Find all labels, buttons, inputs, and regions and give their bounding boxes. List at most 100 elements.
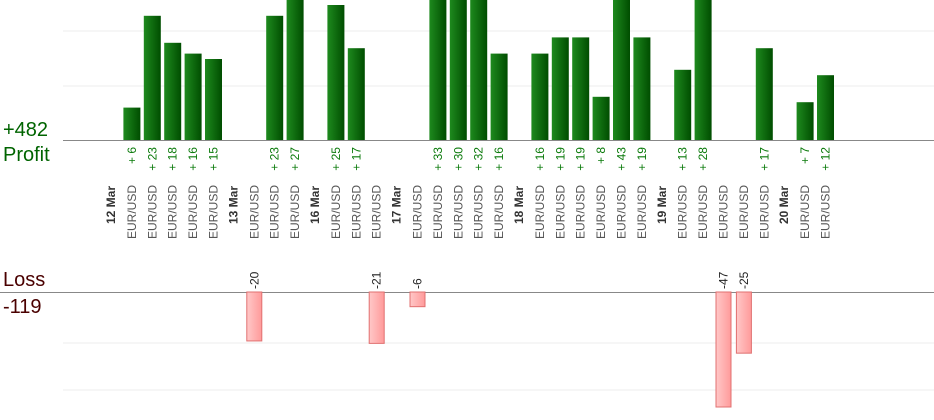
profit-bar <box>633 37 651 140</box>
loss-value-label: -21 <box>370 271 384 289</box>
profit-value-label: + 15 <box>207 147 221 171</box>
profit-value-label: + 43 <box>615 147 629 171</box>
loss-label: Loss <box>3 269 46 291</box>
pair-label: EUR/USD <box>553 185 567 239</box>
pair-label: EUR/USD <box>492 185 506 239</box>
profit-bar <box>796 102 814 140</box>
loss-value-label: -20 <box>247 271 261 289</box>
profit-bar <box>347 48 365 141</box>
pair-label: EUR/USD <box>717 185 731 239</box>
profit-bar <box>531 53 549 140</box>
date-label: 12 Mar <box>104 186 118 224</box>
pair-label: EUR/USD <box>166 185 180 239</box>
loss-bar <box>715 291 732 408</box>
profit-value-label: + 16 <box>186 147 200 171</box>
pair-label: EUR/USD <box>431 185 445 239</box>
loss-bar <box>246 291 263 342</box>
profit-bar <box>551 37 569 140</box>
profit-bar <box>817 75 834 140</box>
pair-label: EUR/USD <box>615 185 629 239</box>
profit-bar <box>572 37 590 140</box>
pair-label: EUR/USD <box>798 185 812 239</box>
profit-value-label: + 17 <box>349 147 363 171</box>
profit-value-label: + 8 <box>594 147 608 164</box>
pair-label: EUR/USD <box>574 185 588 239</box>
profit-value-label: + 30 <box>451 147 465 171</box>
pair-label: EUR/USD <box>594 185 608 239</box>
profit-bar <box>123 107 141 140</box>
pair-label: EUR/USD <box>349 185 363 239</box>
profit-bar <box>755 48 773 141</box>
pair-label: EUR/USD <box>635 185 649 239</box>
pair-label: EUR/USD <box>247 185 261 239</box>
profit-bar <box>490 53 508 140</box>
pair-label: EUR/USD <box>451 185 465 239</box>
profit-value-label: + 32 <box>472 147 486 171</box>
profit-value-label: + 23 <box>268 147 282 171</box>
pair-label: EUR/USD <box>696 185 710 239</box>
pair-label: EUR/USD <box>268 185 282 239</box>
profit-value-label: + 6 <box>125 147 139 164</box>
pair-label: EUR/USD <box>472 185 486 239</box>
pair-label: EUR/USD <box>207 185 221 239</box>
gridlines <box>0 30 934 391</box>
loss-bar <box>368 291 385 344</box>
loss-bar <box>409 291 426 308</box>
profit-value-label: + 16 <box>533 147 547 171</box>
pair-label: EUR/USD <box>676 185 690 239</box>
pair-label: EUR/USD <box>125 185 139 239</box>
profit-bar <box>449 0 467 140</box>
date-label: 16 Mar <box>308 186 322 224</box>
date-label: 20 Mar <box>777 186 791 224</box>
profit-value-label: + 7 <box>798 147 812 164</box>
profit-value-label: + 28 <box>696 147 710 171</box>
profit-value-label: + 18 <box>166 147 180 171</box>
profit-value-label: + 23 <box>145 147 159 171</box>
pair-label: EUR/USD <box>186 185 200 239</box>
profit-bar <box>266 15 284 140</box>
profit-bar <box>143 15 161 140</box>
profit-value-label: + 19 <box>553 147 567 171</box>
pair-label: EUR/USD <box>288 185 302 239</box>
loss-bar <box>735 291 752 354</box>
profit-label: Profit <box>3 144 50 166</box>
profit-bar <box>205 59 222 140</box>
date-label: 19 Mar <box>655 186 669 224</box>
profit-value-label: + 33 <box>431 147 445 171</box>
loss-value-label: -25 <box>737 271 751 289</box>
profit-value-label: + 19 <box>635 147 649 171</box>
profit-bar <box>592 96 610 140</box>
labels: 12 Mar + 6 EUR/USD + 23 EUR/USD + 18 EUR/USD + … <box>104 147 833 289</box>
profit-bar <box>286 0 304 140</box>
profit-value-label: + 25 <box>329 147 343 171</box>
pair-label: EUR/USD <box>819 185 833 239</box>
pair-label: EUR/USD <box>370 185 384 239</box>
profit-bar <box>429 0 447 140</box>
profit-bar <box>164 42 182 140</box>
date-label: 17 Mar <box>390 186 404 224</box>
profit-value-label: + 16 <box>492 147 506 171</box>
date-label: 18 Mar <box>512 186 526 224</box>
pair-label: EUR/USD <box>757 185 771 239</box>
profit-bar <box>184 53 202 140</box>
loss-value-label: -6 <box>411 278 425 289</box>
bars <box>123 0 834 408</box>
loss-value-label: -47 <box>717 271 731 289</box>
profit-value-label: + 17 <box>757 147 771 171</box>
loss-total-value: -119 <box>3 296 42 318</box>
pair-label: EUR/USD <box>145 185 159 239</box>
pair-label: EUR/USD <box>411 185 425 239</box>
profit-value-label: + 12 <box>819 147 833 171</box>
date-label: 13 Mar <box>226 186 240 224</box>
profit-bar <box>694 0 712 140</box>
profit-value-label: + 27 <box>288 147 302 171</box>
profit-bar <box>674 69 692 140</box>
profit-value-label: + 13 <box>676 147 690 171</box>
profit-bar <box>470 0 488 140</box>
pair-label: EUR/USD <box>533 185 547 239</box>
profit-total-value: +482 <box>3 119 49 141</box>
pair-label: EUR/USD <box>737 185 751 239</box>
profit-bar <box>327 5 345 140</box>
profit-value-label: + 19 <box>574 147 588 171</box>
